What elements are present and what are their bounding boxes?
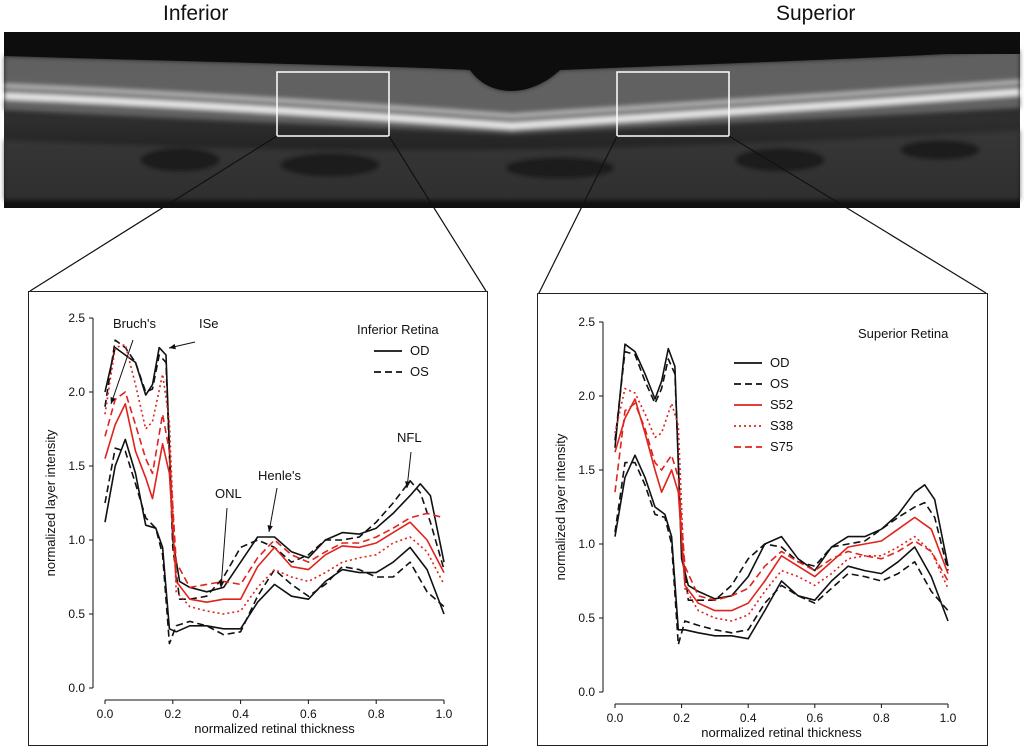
legend-label: OD [770, 355, 790, 370]
y-tick-label: 0.5 [68, 607, 85, 621]
inferior-chart-panel: 0.0 0.5 1.0 1.5 2.0 2.5 0.0 0.2 0.4 0.6 0.8 1.0 norm… [28, 291, 488, 746]
y-tick-label: 0.5 [578, 611, 595, 625]
annotation-arrow [268, 487, 278, 533]
inferior-label: Inferior [163, 2, 229, 25]
y-tick-label: 1.5 [578, 463, 595, 477]
annotation-arrowhead [405, 481, 411, 488]
x-tick-label: 1.0 [436, 707, 453, 721]
x-tick-label: 0.4 [232, 707, 249, 721]
x-tick-label: 0.0 [607, 711, 624, 725]
y-axis-label: normalized layer intensity [553, 433, 568, 580]
series-line-red-dotted [104, 343, 445, 615]
series-line-S75 [614, 402, 949, 602]
annotation-arrowhead [110, 397, 116, 404]
x-tick-label: 0.6 [300, 707, 317, 721]
annotation-label: Henle's [258, 468, 301, 483]
y-tick-label: 2.0 [68, 385, 85, 399]
legend-label: OS [770, 376, 789, 391]
inferior-chart: 0.0 0.5 1.0 1.5 2.0 2.5 0.0 0.2 0.4 0.6 0.8 1.0 norm… [43, 311, 453, 736]
annotation-arrowhead [267, 525, 273, 532]
x-tick-label: 0.8 [873, 711, 890, 725]
series-line-OD [104, 438, 445, 633]
x-tick-label: 0.6 [806, 711, 823, 725]
legend-label: OD [410, 343, 430, 358]
series-line-OS [614, 461, 949, 646]
superior-label: Superior [776, 2, 856, 25]
annotation-label: ONL [215, 486, 242, 501]
series-line-OD [614, 454, 949, 640]
annotation-label: ISe [199, 316, 219, 331]
x-axis-label: normalized retinal thickness [194, 721, 355, 736]
x-tick-label: 0.2 [164, 707, 181, 721]
inferior-roi-box [276, 71, 390, 137]
ise-band [3, 80, 1021, 119]
y-axis-label: normalized layer intensity [43, 429, 58, 576]
legend-label: S38 [770, 418, 793, 433]
y-tick-label: 0.0 [68, 681, 85, 695]
y-tick-label: 2.5 [68, 311, 85, 325]
series-line-OS [104, 447, 445, 645]
series-line-red-dashed [104, 391, 445, 589]
retina-band [4, 50, 1020, 134]
y-tick-label: 1.0 [68, 533, 85, 547]
x-tick-label: 0.0 [97, 707, 114, 721]
chart-title: Superior Retina [858, 326, 949, 341]
chart-title: Inferior Retina [357, 322, 439, 337]
annotation-label: NFL [397, 430, 422, 445]
y-tick-label: 1.5 [68, 459, 85, 473]
annotation-arrowhead [169, 343, 176, 350]
series-line-S38 [614, 387, 949, 622]
y-tick-label: 2.0 [578, 389, 595, 403]
annotation-arrow [110, 339, 134, 405]
y-tick-label: 0.0 [578, 685, 595, 699]
series-line-OS [614, 350, 949, 602]
series-line-red-solid [104, 403, 445, 604]
y-tick-label: 2.5 [578, 315, 595, 329]
legend-label: S75 [770, 439, 793, 454]
annotation-arrowhead [218, 581, 225, 588]
x-tick-label: 0.8 [368, 707, 385, 721]
series-line-S52 [614, 398, 949, 612]
superior-chart-panel: 0.0 0.5 1.0 1.5 2.0 2.5 0.0 0.2 0.4 0.6 0.8 1.0 norm… [537, 293, 988, 746]
x-tick-label: 0.4 [740, 711, 757, 725]
legend-label: OS [410, 364, 429, 379]
y-tick-label: 1.0 [578, 537, 595, 551]
series-line-OD [614, 343, 949, 600]
series-line-OD [104, 346, 445, 593]
x-tick-label: 0.2 [673, 711, 690, 725]
oct-scan-image [3, 32, 1021, 208]
annotation-arrow [220, 507, 228, 589]
superior-roi-box [616, 71, 730, 137]
annotation-label: Bruch's [113, 316, 156, 331]
oct-fovea-surface [4, 32, 1020, 91]
superior-chart: 0.0 0.5 1.0 1.5 2.0 2.5 0.0 0.2 0.4 0.6 0.8 1.0 norm… [553, 315, 957, 740]
x-axis-label: normalized retinal thickness [701, 725, 862, 740]
rpe-band [3, 88, 1021, 130]
x-tick-label: 1.0 [940, 711, 957, 725]
legend-label: S52 [770, 397, 793, 412]
